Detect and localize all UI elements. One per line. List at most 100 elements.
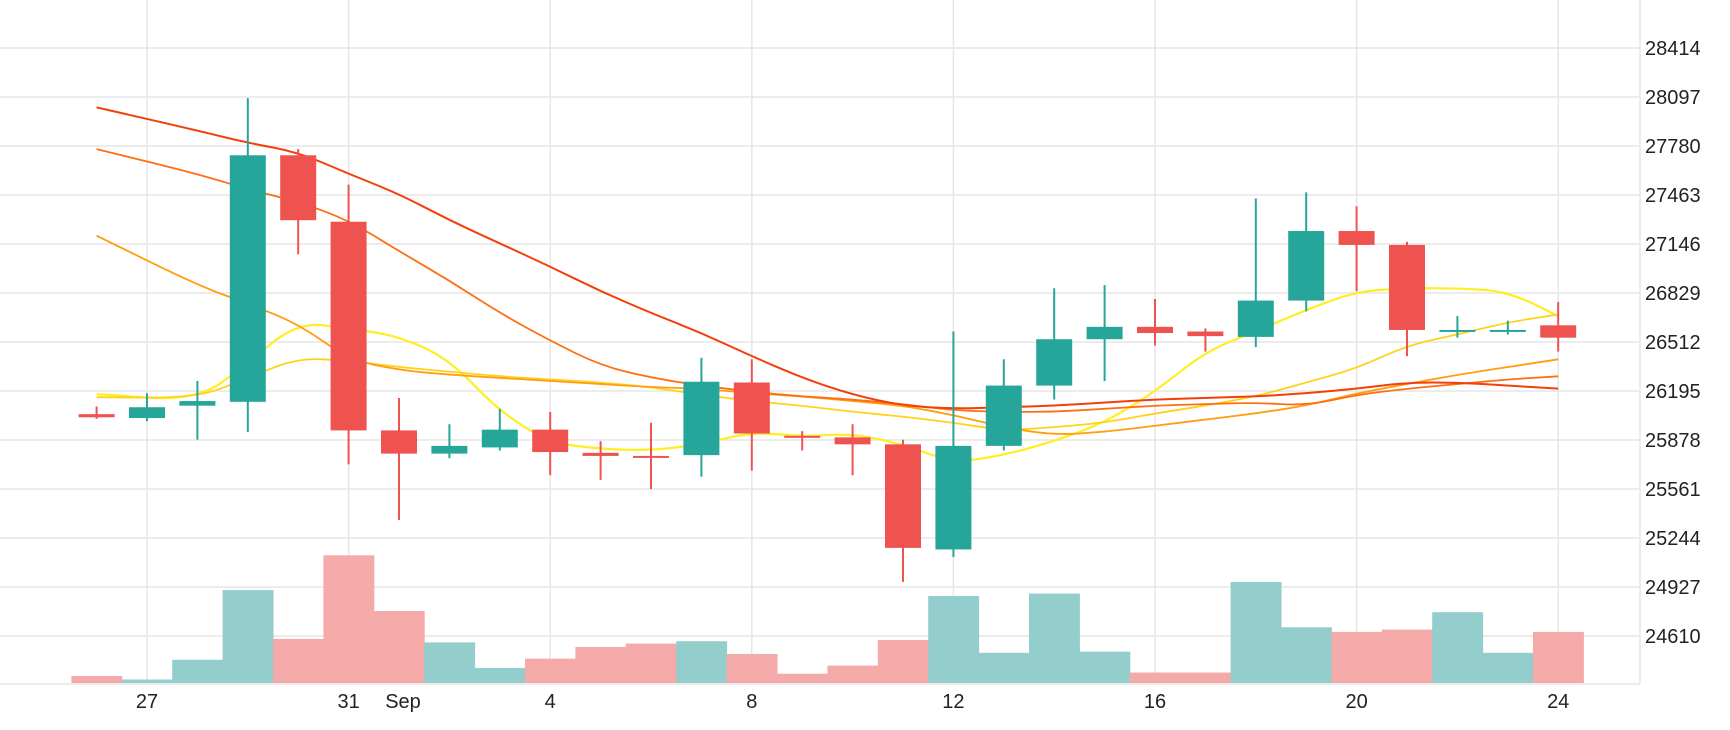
candle-body bbox=[1137, 326, 1173, 334]
candle bbox=[1036, 288, 1073, 400]
candle bbox=[985, 359, 1022, 451]
candle bbox=[1540, 302, 1577, 352]
volume-bar bbox=[827, 665, 879, 683]
candle bbox=[330, 184, 367, 465]
candle bbox=[129, 393, 165, 422]
candle-body bbox=[885, 444, 921, 548]
volume-bar bbox=[978, 652, 1030, 683]
x-tick-label: 24 bbox=[1547, 691, 1569, 713]
volume-bars bbox=[71, 555, 1584, 683]
candle bbox=[582, 441, 619, 480]
candle-body bbox=[1389, 244, 1425, 330]
candle bbox=[784, 431, 821, 451]
volume-bar bbox=[172, 659, 224, 683]
candle-body bbox=[784, 435, 821, 438]
candle bbox=[1137, 299, 1173, 346]
volume-bar bbox=[323, 555, 375, 683]
candle bbox=[431, 424, 468, 459]
volume-bar bbox=[1230, 582, 1282, 683]
candle bbox=[1489, 320, 1526, 335]
candle bbox=[280, 149, 317, 255]
volume-bar bbox=[1180, 672, 1232, 683]
candle-body bbox=[633, 455, 669, 458]
volume-bar bbox=[726, 653, 778, 683]
candle-body bbox=[78, 414, 115, 418]
moving-average-line bbox=[96, 234, 1559, 435]
candle-body bbox=[1237, 300, 1274, 337]
candle-body bbox=[733, 382, 770, 434]
y-tick-label: 25878 bbox=[1645, 430, 1701, 452]
volume-bar bbox=[877, 640, 929, 683]
volume-bar bbox=[676, 641, 728, 683]
candle-body bbox=[1288, 231, 1325, 301]
moving-average-line bbox=[96, 106, 1559, 410]
candle-body bbox=[1187, 331, 1224, 337]
candle-body bbox=[1540, 325, 1577, 338]
x-tick-label: Sep bbox=[385, 691, 421, 713]
y-tick-label: 26195 bbox=[1645, 381, 1701, 403]
x-tick-label: 8 bbox=[746, 691, 757, 713]
volume-bar bbox=[1381, 629, 1433, 683]
candle-body bbox=[229, 155, 266, 402]
candle bbox=[1338, 206, 1375, 292]
candles bbox=[78, 98, 1577, 582]
y-tick-label: 24610 bbox=[1645, 626, 1701, 648]
candle-body bbox=[280, 155, 317, 221]
candle bbox=[1187, 328, 1224, 352]
candle bbox=[683, 357, 720, 477]
y-tick-label: 26829 bbox=[1645, 283, 1701, 305]
candle bbox=[733, 359, 770, 471]
volume-bar bbox=[1281, 627, 1332, 683]
candle bbox=[381, 397, 417, 521]
candle-body bbox=[129, 407, 165, 419]
volume-bar bbox=[373, 611, 425, 683]
candle-body bbox=[1338, 231, 1375, 245]
candle bbox=[1288, 192, 1325, 312]
volume-bar bbox=[1331, 631, 1383, 683]
y-tick-label: 28414 bbox=[1645, 38, 1701, 60]
candle-body bbox=[834, 437, 871, 445]
volume-bar bbox=[928, 595, 980, 683]
volume-bar bbox=[525, 658, 576, 683]
volume-bar bbox=[777, 673, 828, 683]
y-tick-label: 24927 bbox=[1645, 577, 1701, 599]
candle bbox=[935, 331, 972, 558]
candle bbox=[481, 408, 518, 451]
candle bbox=[885, 439, 921, 582]
x-tick-label: 20 bbox=[1345, 691, 1367, 713]
candle bbox=[1086, 285, 1123, 381]
x-tick-label: 12 bbox=[942, 691, 964, 713]
volume-bar bbox=[575, 647, 627, 683]
candle bbox=[229, 98, 266, 432]
volume-bar bbox=[424, 642, 476, 683]
candle bbox=[532, 411, 569, 476]
candle-body bbox=[1086, 326, 1123, 340]
volume-bar bbox=[1129, 672, 1181, 683]
candle-body bbox=[1036, 339, 1073, 386]
candle bbox=[1389, 241, 1425, 357]
candle bbox=[179, 380, 216, 440]
y-tick-label: 28097 bbox=[1645, 87, 1701, 109]
y-axis: 24610 24927 25244 25561 25878 26195 26512 26829… bbox=[1645, 38, 1701, 648]
volume-bar bbox=[121, 679, 173, 683]
candle bbox=[1237, 198, 1274, 347]
volume-bar bbox=[222, 590, 274, 683]
candle-body bbox=[481, 429, 518, 448]
x-tick-label: 27 bbox=[136, 691, 158, 713]
x-tick-label: 4 bbox=[545, 691, 556, 713]
y-tick-label: 25561 bbox=[1645, 479, 1701, 501]
candle-body bbox=[431, 445, 468, 454]
candle bbox=[1439, 316, 1476, 338]
x-axis: 27 31 Sep 4 8 12 16 20 24 bbox=[136, 691, 1569, 713]
y-tick-label: 25244 bbox=[1645, 528, 1701, 550]
y-tick-label: 26512 bbox=[1645, 332, 1701, 354]
moving-average-line bbox=[96, 313, 1559, 431]
candle-body bbox=[1489, 329, 1526, 332]
y-tick-label: 27146 bbox=[1645, 234, 1701, 256]
candle-body bbox=[935, 445, 972, 550]
x-tick-label: 31 bbox=[337, 691, 359, 713]
volume-bar bbox=[1533, 631, 1584, 683]
candle bbox=[78, 406, 115, 419]
volume-bar bbox=[1029, 593, 1080, 683]
